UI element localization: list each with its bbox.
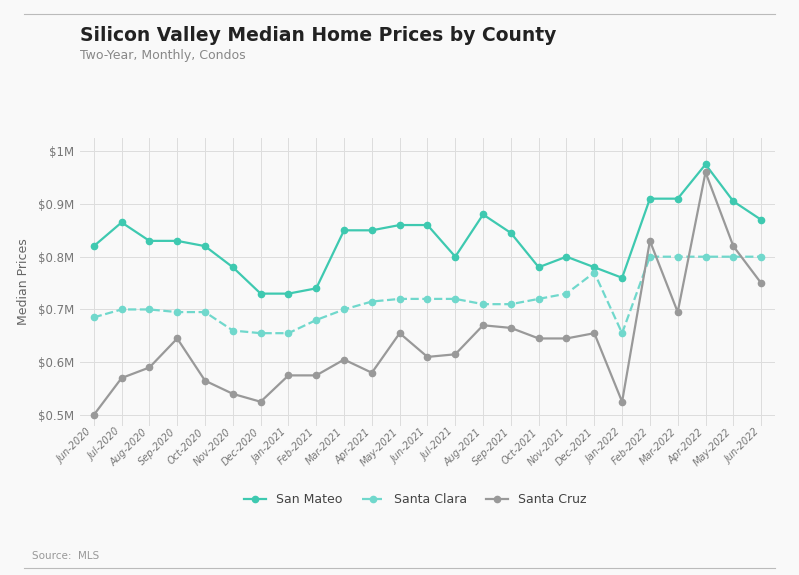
- Santa Clara: [618, 329, 627, 336]
- Line: Santa Cruz: Santa Cruz: [90, 169, 765, 418]
- San Mateo: [256, 290, 265, 297]
- Santa Cruz: [395, 329, 404, 336]
- San Mateo: [673, 196, 682, 202]
- Santa Clara: [367, 298, 376, 305]
- San Mateo: [173, 237, 182, 244]
- San Mateo: [729, 198, 738, 205]
- Santa Cruz: [228, 390, 237, 397]
- Santa Cruz: [312, 372, 321, 379]
- Santa Clara: [89, 314, 98, 321]
- Santa Clara: [173, 309, 182, 316]
- Santa Cruz: [534, 335, 543, 342]
- Legend: San Mateo, Santa Clara, Santa Cruz: San Mateo, Santa Clara, Santa Cruz: [239, 488, 592, 511]
- Santa Cruz: [284, 372, 293, 379]
- Text: Two-Year, Monthly, Condos: Two-Year, Monthly, Condos: [80, 49, 245, 62]
- Santa Cruz: [145, 364, 154, 371]
- Santa Clara: [757, 253, 766, 260]
- Santa Cruz: [506, 324, 515, 331]
- Santa Clara: [451, 296, 460, 302]
- Santa Cruz: [729, 243, 738, 250]
- Santa Cruz: [256, 398, 265, 405]
- Santa Cruz: [618, 398, 627, 405]
- Santa Clara: [228, 327, 237, 334]
- San Mateo: [395, 221, 404, 228]
- Santa Clara: [340, 306, 349, 313]
- Santa Cruz: [701, 169, 710, 176]
- San Mateo: [451, 253, 460, 260]
- San Mateo: [117, 219, 126, 226]
- Text: Source:  MLS: Source: MLS: [32, 551, 99, 561]
- San Mateo: [479, 211, 488, 218]
- Text: Silicon Valley Median Home Prices by County: Silicon Valley Median Home Prices by Cou…: [80, 26, 556, 45]
- San Mateo: [701, 161, 710, 168]
- Santa Cruz: [423, 354, 432, 361]
- San Mateo: [534, 264, 543, 271]
- Santa Cruz: [645, 237, 654, 244]
- Santa Clara: [673, 253, 682, 260]
- Santa Clara: [590, 269, 599, 276]
- Santa Clara: [284, 329, 293, 336]
- Santa Clara: [145, 306, 154, 313]
- Santa Cruz: [367, 369, 376, 376]
- Santa Cruz: [562, 335, 571, 342]
- San Mateo: [228, 264, 237, 271]
- San Mateo: [145, 237, 154, 244]
- Santa Cruz: [590, 329, 599, 336]
- San Mateo: [312, 285, 321, 292]
- San Mateo: [506, 229, 515, 236]
- Santa Cruz: [173, 335, 182, 342]
- Santa Clara: [506, 301, 515, 308]
- Santa Cruz: [117, 374, 126, 381]
- Santa Clara: [701, 253, 710, 260]
- Santa Cruz: [201, 377, 210, 384]
- Santa Clara: [117, 306, 126, 313]
- Santa Cruz: [340, 356, 349, 363]
- Santa Clara: [312, 317, 321, 324]
- Line: San Mateo: San Mateo: [90, 161, 765, 297]
- Santa Clara: [201, 309, 210, 316]
- San Mateo: [423, 221, 432, 228]
- Santa Cruz: [89, 412, 98, 419]
- Santa Clara: [562, 290, 571, 297]
- San Mateo: [201, 243, 210, 250]
- Santa Clara: [423, 296, 432, 302]
- San Mateo: [618, 274, 627, 281]
- Santa Cruz: [451, 351, 460, 358]
- San Mateo: [340, 227, 349, 234]
- Santa Clara: [479, 301, 488, 308]
- Santa Cruz: [479, 322, 488, 329]
- Line: Santa Clara: Santa Clara: [90, 254, 765, 336]
- San Mateo: [89, 243, 98, 250]
- San Mateo: [284, 290, 293, 297]
- Santa Clara: [256, 329, 265, 336]
- San Mateo: [645, 196, 654, 202]
- Santa Cruz: [673, 309, 682, 316]
- Santa Clara: [729, 253, 738, 260]
- Santa Clara: [534, 296, 543, 302]
- Santa Cruz: [757, 279, 766, 286]
- San Mateo: [757, 216, 766, 223]
- Y-axis label: Median Prices: Median Prices: [17, 239, 30, 325]
- San Mateo: [590, 264, 599, 271]
- Santa Clara: [395, 296, 404, 302]
- San Mateo: [562, 253, 571, 260]
- Santa Clara: [645, 253, 654, 260]
- San Mateo: [367, 227, 376, 234]
